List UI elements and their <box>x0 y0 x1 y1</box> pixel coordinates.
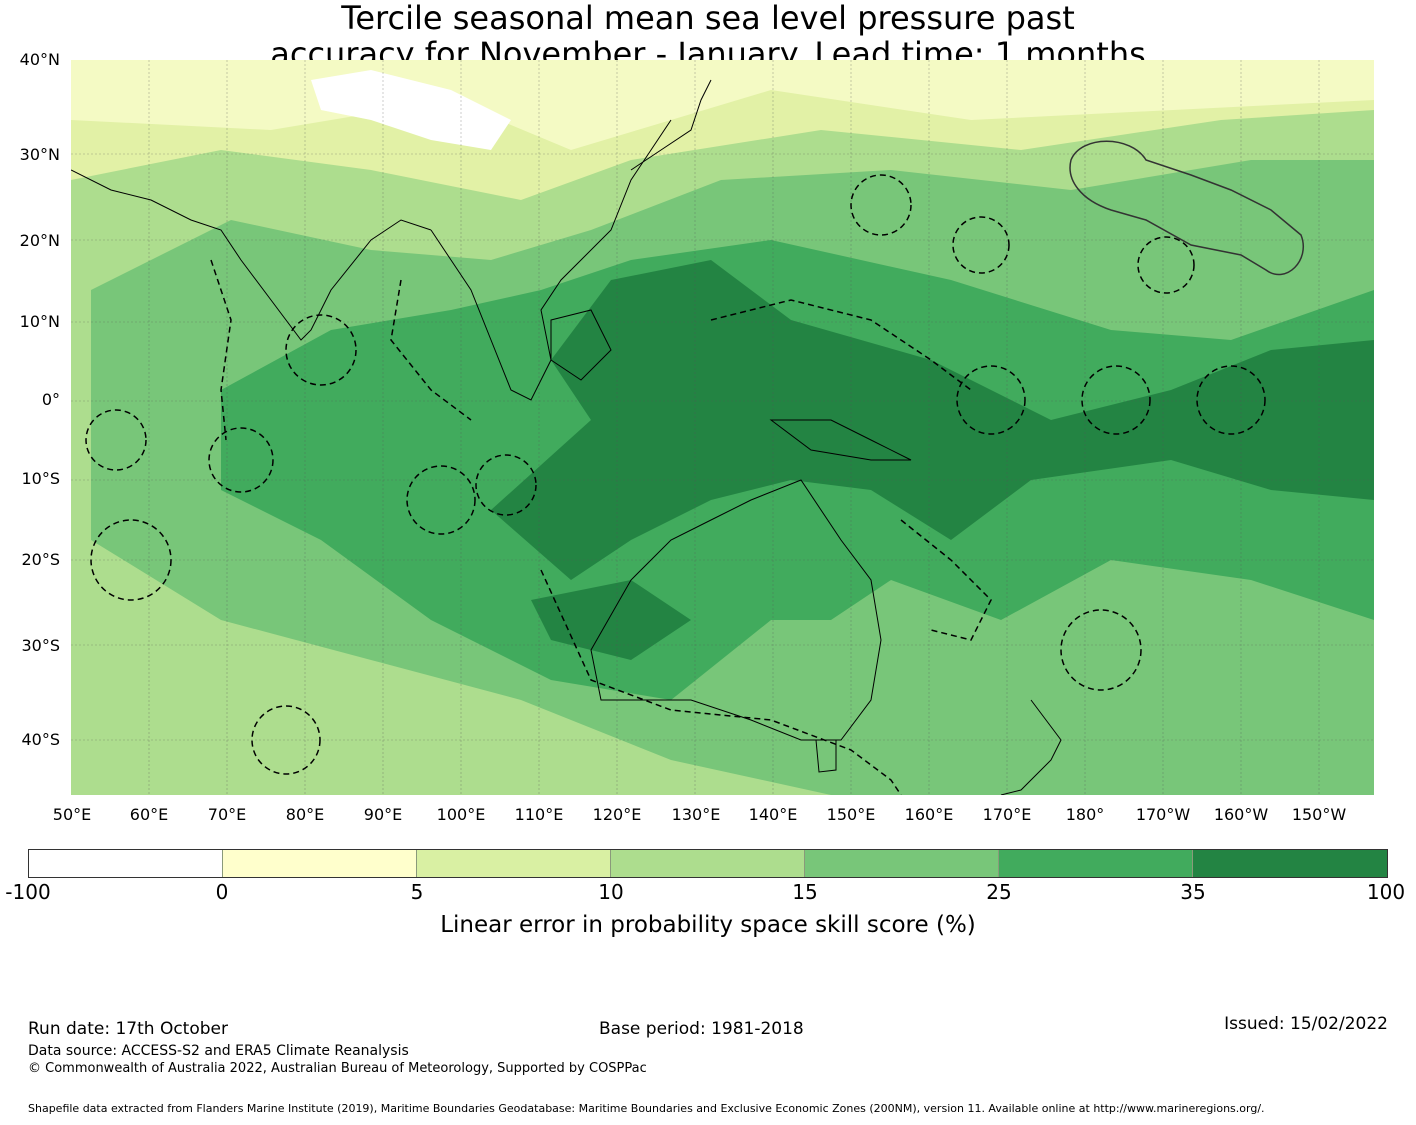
colorbar-segment <box>999 850 1193 877</box>
lon-label: 170°W <box>1135 805 1191 824</box>
base-period: Base period: 1981-2018 <box>599 1019 804 1039</box>
lon-label: 50°E <box>52 805 92 824</box>
lon-label: 100°E <box>436 805 486 824</box>
lat-label: 20°N <box>19 231 60 250</box>
eez-boundary <box>952 216 1010 274</box>
eez-boundary <box>475 454 537 516</box>
copyright: © Commonwealth of Australia 2022, Austra… <box>28 1061 647 1076</box>
lat-label: 0° <box>41 390 60 409</box>
lon-label: 70°E <box>207 805 247 824</box>
colorbar-tick: 100 <box>1366 880 1406 904</box>
lon-label: 160°W <box>1213 805 1269 824</box>
lon-label: 180° <box>1065 805 1105 824</box>
field-band-35-100 <box>491 260 1374 580</box>
coast-borneo <box>550 309 612 381</box>
colorbar-segment <box>1193 850 1387 877</box>
eez-boundary <box>900 519 992 641</box>
colorbar-label: Linear error in probability space skill … <box>440 912 976 938</box>
issued-date: Issued: 15/02/2022 <box>1224 1014 1388 1034</box>
dashed-boundary <box>85 174 1266 795</box>
field-band-35-100-aus <box>531 580 691 660</box>
eez-boundary <box>390 279 472 421</box>
colorbar-segment <box>805 850 999 877</box>
lon-label: 60°E <box>129 805 169 824</box>
eez-boundary <box>1060 609 1142 691</box>
coast-tasmania <box>815 739 837 773</box>
lon-label: 80°E <box>285 805 325 824</box>
run-date: Run date: 17th October <box>28 1019 228 1039</box>
colorbar-tick: -100 <box>5 880 51 904</box>
chart-title: Tercile seasonal mean sea level pressure… <box>0 0 1416 72</box>
lon-label: 130°E <box>671 805 721 824</box>
lat-label: 30°N <box>19 145 60 164</box>
coast-arabia-india <box>71 169 432 341</box>
lon-label: 170°E <box>982 805 1032 824</box>
eez-boundary <box>540 569 902 795</box>
coast-japan <box>630 79 712 171</box>
lon-label: 120°E <box>592 805 642 824</box>
lon-label: 150°W <box>1291 805 1347 824</box>
lon-label: 160°E <box>904 805 954 824</box>
eez-boundary <box>1081 365 1151 435</box>
eez-boundary <box>850 174 912 236</box>
colorbar-segment <box>223 850 417 877</box>
lon-label: 150°E <box>826 805 876 824</box>
eez-boundary <box>285 314 357 386</box>
lat-label: 10°S <box>21 469 60 488</box>
skill-score-map <box>71 60 1374 795</box>
coast-new-guinea <box>769 419 912 461</box>
lat-label: 10°N <box>19 312 60 331</box>
lat-label: 30°S <box>21 636 60 655</box>
eez-boundary <box>90 519 172 601</box>
eez-boundary <box>208 427 274 493</box>
colorbar-tick: 0 <box>215 880 229 904</box>
eez-boundary <box>85 409 147 471</box>
eez-boundary <box>710 299 972 391</box>
colorbar-segment <box>417 850 611 877</box>
coastline-outline <box>71 79 1062 795</box>
colorbar-segment <box>29 850 223 877</box>
lon-label: 140°E <box>748 805 798 824</box>
shapefile-credit: Shapefile data extracted from Flanders M… <box>28 1102 1265 1115</box>
eez-boundary <box>406 465 476 535</box>
colorbar-tick: 15 <box>792 880 818 904</box>
lat-label: 20°S <box>21 550 60 569</box>
coast-new-zealand <box>1000 699 1062 795</box>
colorbar-tick: 25 <box>986 880 1012 904</box>
coast-australia <box>590 479 882 741</box>
eez-boundary <box>1137 236 1195 294</box>
eez-boundary <box>210 259 232 441</box>
colorbar-tick: 10 <box>598 880 624 904</box>
colorbar-tick: 5 <box>410 880 424 904</box>
eez-boundary <box>1196 365 1266 435</box>
colorbar <box>28 849 1388 878</box>
lat-label: 40°S <box>21 730 60 749</box>
coast-southeast-asia <box>430 119 672 401</box>
data-source: Data source: ACCESS-S2 and ERA5 Climate … <box>28 1043 409 1059</box>
lat-label: 40°N <box>19 50 60 69</box>
lon-label: 90°E <box>363 805 403 824</box>
eez-boundary <box>956 365 1026 435</box>
hawaii-eez-outline <box>1069 140 1304 276</box>
eez-boundary <box>251 705 321 775</box>
title-line-1: Tercile seasonal mean sea level pressure… <box>341 0 1075 37</box>
lon-label: 110°E <box>514 805 564 824</box>
gridlines <box>71 60 1374 795</box>
colorbar-tick: 35 <box>1180 880 1206 904</box>
colorbar-segment <box>611 850 805 877</box>
